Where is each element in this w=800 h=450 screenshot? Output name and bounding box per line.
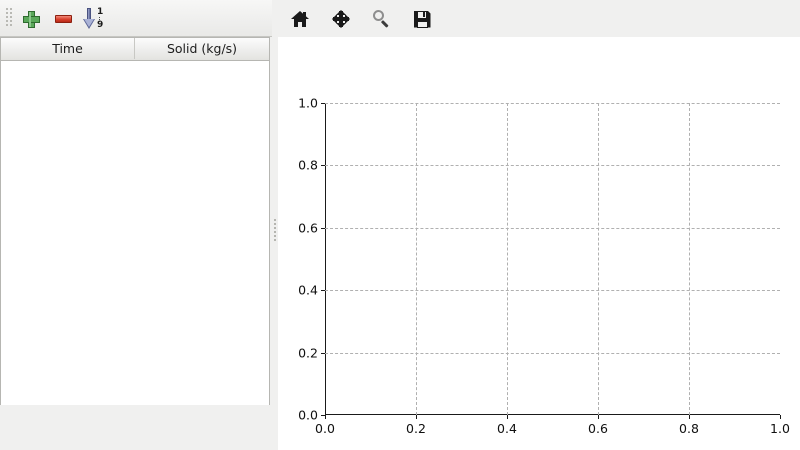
gridline-horizontal xyxy=(325,227,780,229)
y-tick-label: 0.6 xyxy=(298,220,318,236)
add-row-button[interactable] xyxy=(16,4,46,34)
data-table[interactable]: Time Solid (kg/s) xyxy=(0,37,270,405)
plus-icon xyxy=(22,10,40,28)
pan-button[interactable] xyxy=(328,6,354,32)
gridline-horizontal xyxy=(325,103,780,104)
gridline-vertical xyxy=(598,103,599,415)
remove-row-button[interactable] xyxy=(48,4,78,34)
gridline-vertical xyxy=(689,103,690,415)
sequence-top-number: 1 xyxy=(97,7,104,17)
panel-splitter[interactable] xyxy=(272,0,278,450)
x-tick-label: 1.0 xyxy=(770,421,790,436)
y-tick-label: 0.4 xyxy=(298,282,318,298)
x-tick xyxy=(507,415,508,419)
sequence-bottom-number: 9 xyxy=(97,20,104,30)
gridline-horizontal xyxy=(325,352,780,354)
save-floppy-icon xyxy=(413,10,431,28)
y-axis-spine xyxy=(325,103,326,416)
table-body[interactable] xyxy=(1,61,269,405)
x-tick xyxy=(780,415,781,419)
column-header-time[interactable]: Time xyxy=(1,38,135,59)
parameter-row: D50 Sigma xyxy=(0,408,272,450)
y-tick xyxy=(321,227,325,229)
toolbar-drag-handle[interactable] xyxy=(6,8,13,28)
x-tick-label: 0.6 xyxy=(588,421,608,436)
y-tick xyxy=(321,103,325,104)
gridline-vertical xyxy=(507,103,508,415)
x-tick-label: 0.8 xyxy=(679,421,699,436)
plot-axes[interactable]: 0.0 0.2 0.4 0.6 0.8 1.0 0.0 0.2 0.4 0.6 0.8 1.0 xyxy=(298,96,790,437)
zoom-rect-icon xyxy=(373,10,391,28)
x-tick xyxy=(689,415,690,419)
x-tick xyxy=(598,415,599,419)
x-axis-spine xyxy=(325,414,780,415)
zoom-button[interactable] xyxy=(369,6,395,32)
y-tick-label: 0.0 xyxy=(298,407,318,423)
matplotlib-navigation-toolbar xyxy=(278,0,800,67)
home-icon xyxy=(291,11,309,27)
y-tick xyxy=(321,290,325,292)
y-tick xyxy=(321,415,325,416)
y-tick-label: 0.2 xyxy=(298,345,318,361)
splitter-grip[interactable] xyxy=(274,219,276,245)
table-panel: 1 9 Time Solid (kg/s) D50 Si xyxy=(0,0,272,450)
plot-panel: 0.0 0.2 0.4 0.6 0.8 1.0 0.0 0.2 0.4 0.6 0.8 1.0 xyxy=(278,0,800,450)
y-tick xyxy=(321,352,325,354)
column-header-solid[interactable]: Solid (kg/s) xyxy=(166,41,238,56)
table-edit-toolbar: 1 9 xyxy=(0,0,272,37)
arrow-down-sequence-icon: 1 9 xyxy=(83,8,107,30)
table-header-row: Time Solid (kg/s) xyxy=(1,38,269,61)
x-tick xyxy=(325,415,326,419)
minus-icon xyxy=(54,15,72,23)
gridline-vertical xyxy=(416,103,417,415)
x-tick-label: 0.0 xyxy=(315,421,335,436)
plot-canvas[interactable]: 0.0 0.2 0.4 0.6 0.8 1.0 0.0 0.2 0.4 0.6 0.8 1.0 xyxy=(278,37,800,450)
gridline-horizontal xyxy=(325,290,780,292)
y-tick xyxy=(321,165,325,167)
pan-icon xyxy=(332,10,350,28)
gridline-horizontal xyxy=(325,165,780,167)
y-tick-label: 0.8 xyxy=(298,157,318,173)
fill-series-button[interactable]: 1 9 xyxy=(80,4,110,34)
x-tick xyxy=(416,415,417,419)
home-button[interactable] xyxy=(287,6,313,32)
save-button[interactable] xyxy=(409,6,435,32)
x-tick-label: 0.2 xyxy=(406,421,426,436)
y-tick-label: 1.0 xyxy=(298,95,318,111)
x-tick-label: 0.4 xyxy=(497,421,517,436)
